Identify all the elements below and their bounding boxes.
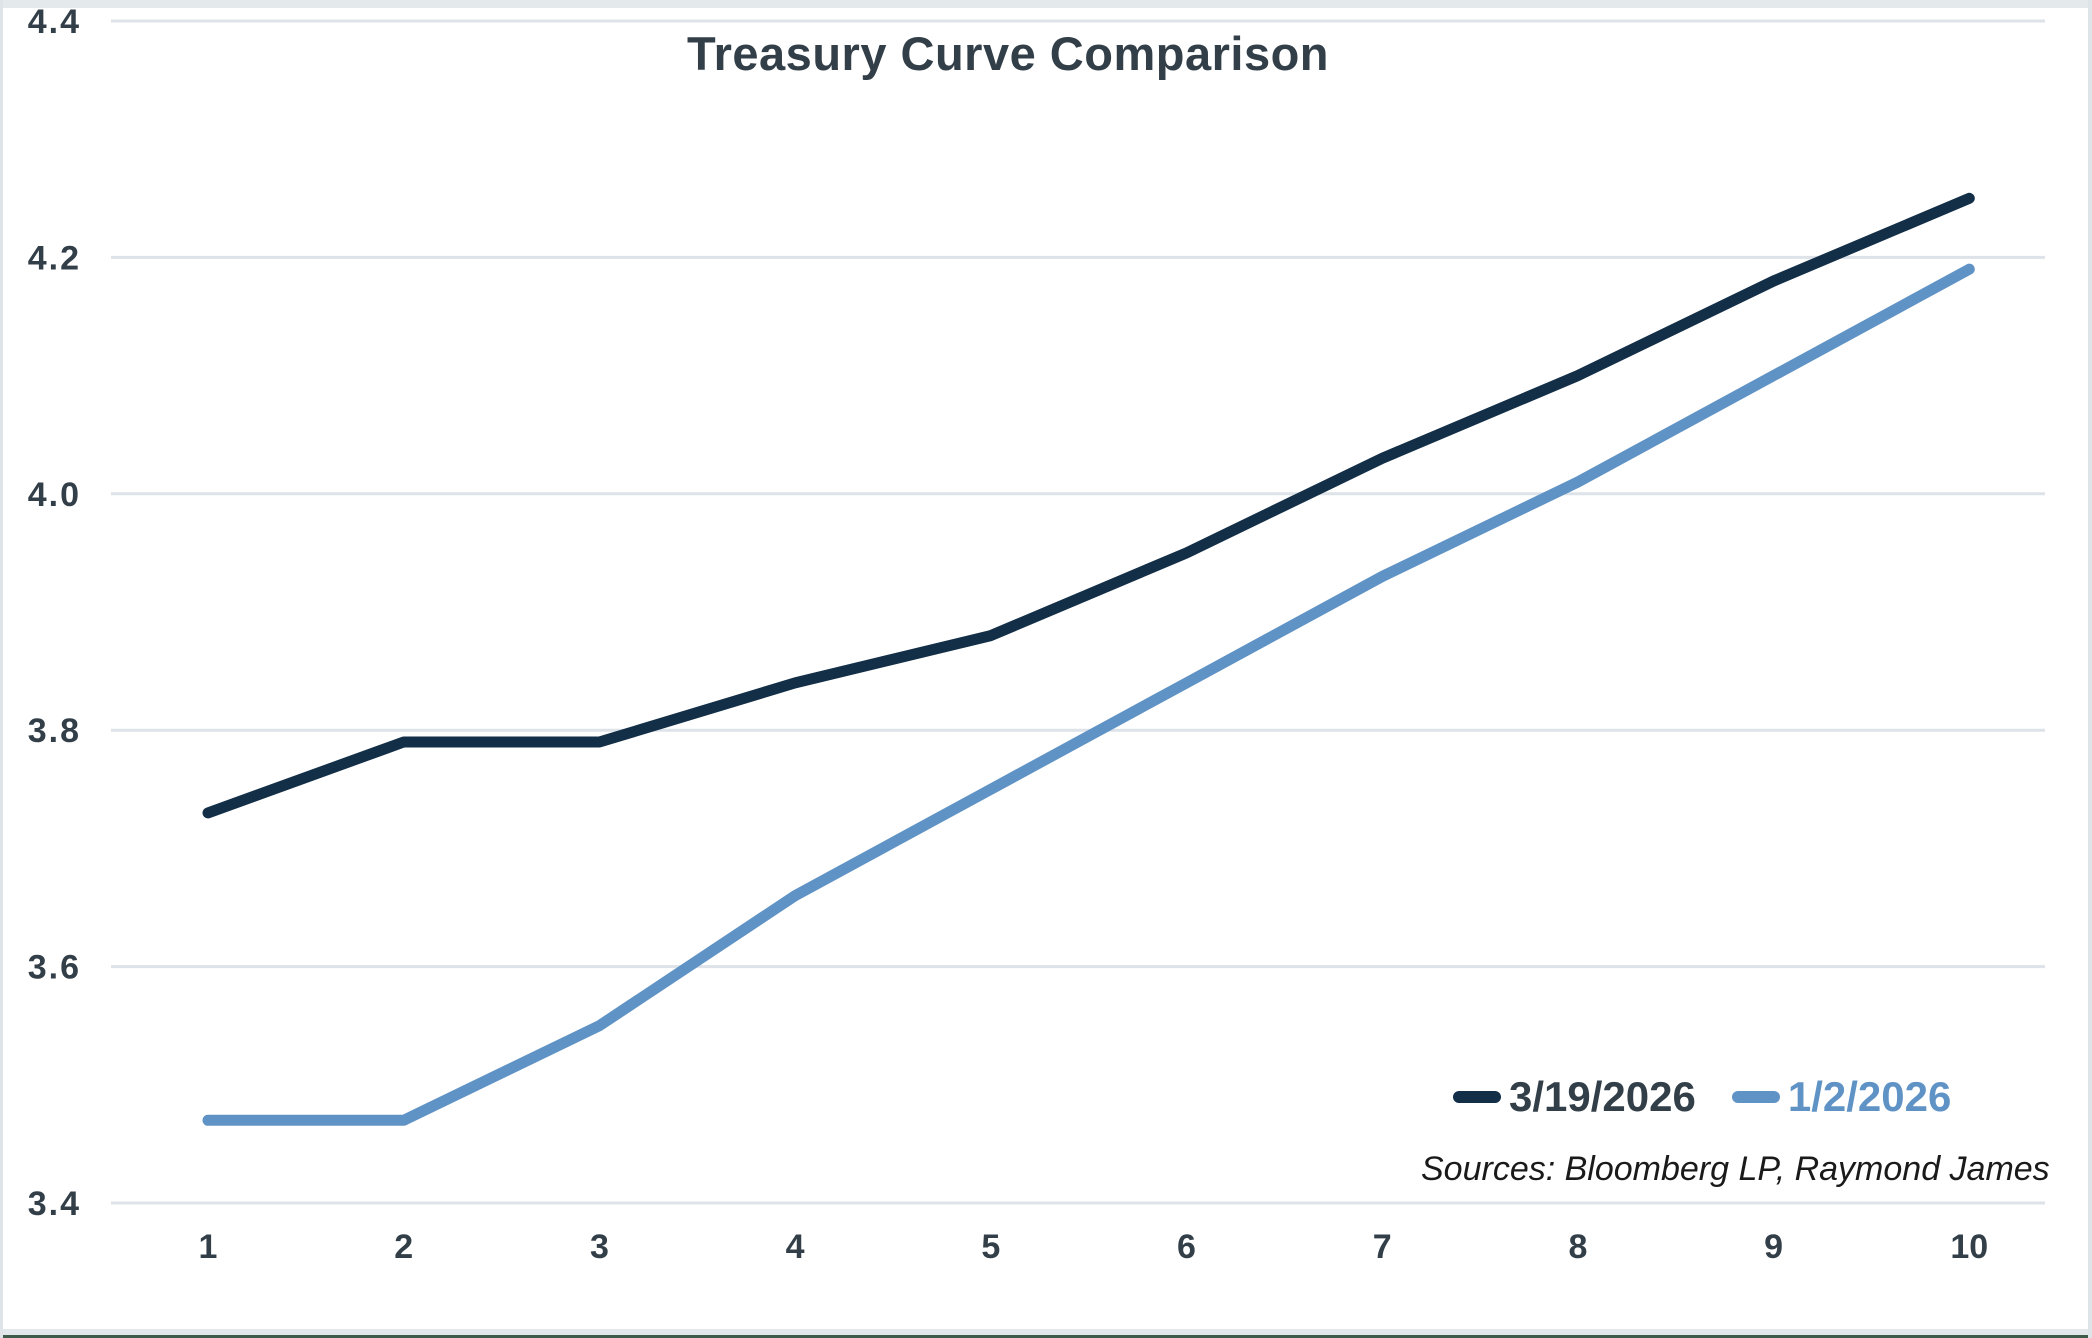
x-tick-label-7: 7 xyxy=(1373,1228,1392,1266)
y-tick-label-3.4: 3.4 xyxy=(28,1185,81,1223)
x-tick-label-2: 2 xyxy=(394,1228,413,1266)
y-tick-label-4.0: 4.0 xyxy=(28,476,81,514)
frame-bottom-strip xyxy=(3,1329,2088,1335)
legend-item-series-1: 3/19/2026 xyxy=(1453,1076,1696,1118)
series-line-3/19/2026 xyxy=(202,192,1975,819)
legend-label-series-1: 3/19/2026 xyxy=(1509,1073,1696,1120)
y-tick-label-3.6: 3.6 xyxy=(28,949,81,987)
legend-label-series-2: 1/2/2026 xyxy=(1787,1073,1952,1120)
chart-legend: 3/19/2026 1/2/2026 xyxy=(1453,1076,1951,1118)
plot-area: 3.4 3.6 3.8 4.0 4.2 4.4 1 2 3 4 5 6 7 8 9 10 xyxy=(28,3,2045,1266)
x-tick-label-6: 6 xyxy=(1177,1228,1196,1266)
y-tick-label-4.4: 4.4 xyxy=(28,3,81,41)
x-tick-label-10: 10 xyxy=(1950,1228,1988,1266)
series-2-line-swatch xyxy=(1731,1091,1780,1103)
x-tick-label-3: 3 xyxy=(590,1228,609,1266)
x-tick-label-5: 5 xyxy=(981,1228,1000,1266)
legend-item-series-2: 1/2/2026 xyxy=(1731,1073,1952,1120)
frame-bottom-edge xyxy=(3,1335,2088,1338)
chart-title: Treasury Curve Comparison xyxy=(687,27,1329,80)
series-1-line-swatch xyxy=(1453,1091,1501,1103)
y-tick-label-3.8: 3.8 xyxy=(28,712,81,750)
x-tick-label-8: 8 xyxy=(1568,1228,1587,1266)
x-tick-label-1: 1 xyxy=(199,1228,218,1266)
x-tick-label-4: 4 xyxy=(786,1228,805,1266)
y-tick-label-4.2: 4.2 xyxy=(28,239,81,277)
sources-note: Sources: Bloomberg LP, Raymond James xyxy=(1421,1150,2050,1188)
frame-top-strip xyxy=(3,0,2088,8)
x-tick-label-9: 9 xyxy=(1764,1228,1783,1266)
series-line-1/2/2026 xyxy=(202,263,1975,1126)
